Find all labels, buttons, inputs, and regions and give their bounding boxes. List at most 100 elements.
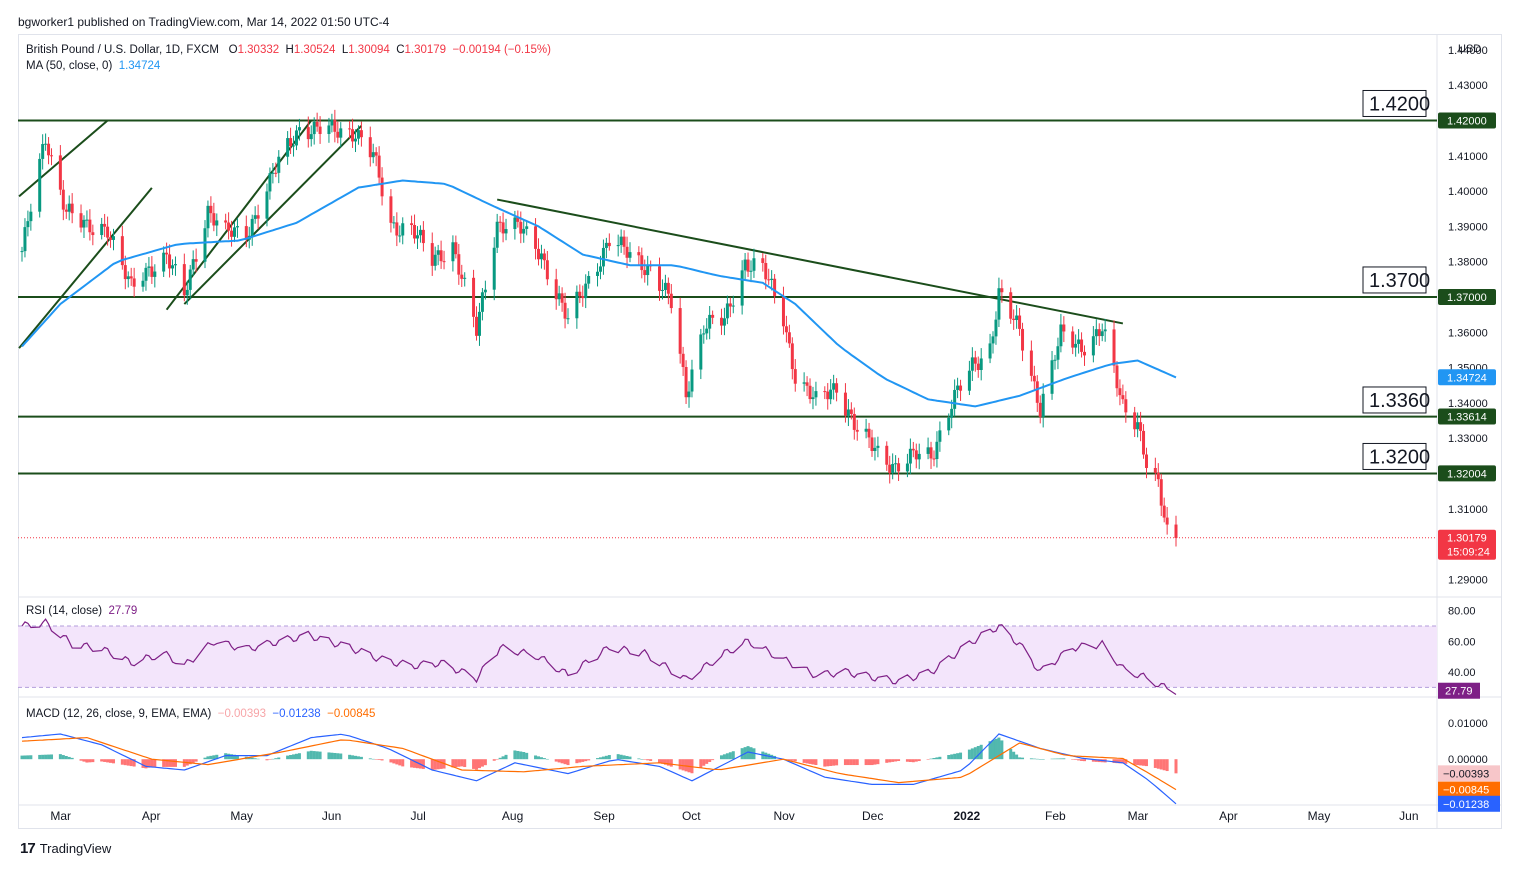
candle-body	[215, 220, 219, 226]
ma-legend-value: 1.34724	[118, 60, 161, 72]
macd-histogram-bar	[415, 759, 419, 769]
candle-body	[637, 252, 641, 256]
macd-histogram-bar	[581, 759, 585, 762]
macd-histogram-bar	[587, 759, 591, 761]
candle-body	[418, 229, 422, 236]
trendline	[496, 198, 1124, 325]
macd-histogram-bar	[106, 759, 110, 763]
macd-histogram-bar	[711, 759, 715, 761]
candle-body	[522, 228, 526, 234]
rsi-line	[21, 618, 1177, 696]
macd-histogram-bar	[82, 759, 86, 762]
candle-body	[1142, 430, 1146, 455]
macd-histogram-bar	[997, 737, 1001, 760]
candle-body	[64, 209, 68, 212]
macd-histogram-bar	[1071, 759, 1075, 760]
ma-price-badge-text: 1.34724	[1447, 372, 1487, 384]
candle-body	[292, 145, 296, 147]
macd-histogram-bar	[495, 759, 499, 760]
macd-histogram-bar	[855, 759, 859, 766]
macd-histogram-bar	[286, 755, 290, 760]
candle-body	[47, 143, 51, 156]
candle-body	[268, 173, 272, 192]
macd-histogram-bar	[897, 759, 901, 761]
price-tick-label: 1.36000	[1448, 327, 1488, 339]
candle-body	[191, 259, 195, 270]
level-price-badge	[1438, 408, 1496, 425]
time-axis-label: Mar	[1128, 809, 1149, 823]
macd-histogram-bar	[165, 759, 169, 767]
macd-histogram-bar	[1124, 759, 1128, 764]
candle-body	[908, 448, 912, 464]
macd-histogram-bar	[578, 759, 582, 763]
macd-histogram-bar	[1032, 758, 1036, 760]
macd-badge-text: −0.01238	[1443, 799, 1489, 811]
ma-legend-label[interactable]: MA (50, close, 0)	[26, 60, 113, 72]
macd-hist-value: −0.00393	[217, 708, 267, 720]
macd-histogram-bar	[1121, 759, 1125, 764]
candle-body	[235, 226, 239, 228]
macd-histogram-bar	[50, 754, 54, 760]
macd-legend-label[interactable]: MACD (12, 26, close, 9, EMA, EMA)	[26, 708, 212, 720]
macd-histogram-bar	[666, 759, 670, 766]
candle-body	[359, 130, 363, 138]
macd-histogram-bar	[132, 759, 136, 767]
candle-body	[141, 280, 145, 287]
macd-histogram-bar	[684, 759, 688, 772]
macd-histogram-bar	[312, 751, 316, 760]
candle-body	[976, 363, 980, 371]
candle-body	[389, 196, 393, 223]
candle-body	[973, 357, 977, 364]
chart-frame[interactable]	[18, 34, 1502, 829]
candle-body	[1015, 315, 1019, 321]
candle-body	[1153, 467, 1157, 473]
candle-body	[947, 417, 951, 431]
macd-histogram-bar	[318, 751, 322, 760]
candle-body	[669, 293, 673, 309]
macd-histogram-bar	[891, 759, 895, 762]
macd-histogram-bar	[47, 754, 51, 760]
candle-body	[852, 413, 856, 430]
rsi-legend-label[interactable]: RSI (14, close)	[26, 605, 103, 617]
macd-histogram-bar	[480, 759, 484, 767]
candle-body	[498, 221, 502, 223]
candle-body	[91, 232, 95, 236]
macd-histogram-bar	[911, 759, 915, 763]
candle-body	[1094, 329, 1098, 337]
macd-histogram-bar	[708, 759, 712, 762]
macd-histogram-bar	[959, 752, 963, 760]
macd-histogram-bar	[790, 759, 794, 761]
candle-body	[607, 242, 611, 247]
candle-body	[525, 226, 529, 229]
macd-histogram-bar	[1053, 758, 1057, 760]
macd-histogram-bar	[823, 759, 827, 767]
macd-histogram-bar	[421, 759, 425, 769]
time-axis-label: Oct	[682, 809, 701, 823]
macd-histogram-bar	[625, 755, 629, 760]
rsi-legend-value: 27.79	[108, 605, 138, 617]
low-value: 1.30094	[348, 44, 390, 56]
candle-body	[616, 245, 620, 247]
time-axis-label: Aug	[502, 809, 523, 823]
candle-body	[410, 223, 414, 226]
macd-histogram-bar	[194, 759, 198, 762]
symbol-title[interactable]: British Pound / U.S. Dollar, 1D, FXCM	[26, 44, 220, 56]
macd-histogram-bar	[271, 758, 275, 760]
macd-legend: MACD (12, 26, close, 9, EMA, EMA) −0.003…	[26, 708, 375, 720]
macd-histogram-bar	[374, 759, 378, 760]
level-annotation-box	[1362, 266, 1427, 294]
candle-body	[1124, 399, 1128, 413]
candle-body	[475, 316, 479, 336]
macd-histogram-bar	[265, 759, 269, 761]
price-tick-label: 1.33000	[1448, 433, 1488, 445]
candle-body	[566, 318, 570, 320]
macd-histogram-bar	[1083, 759, 1087, 762]
candle-body	[44, 143, 48, 145]
footer-brand[interactable]: 17 TradingView	[20, 840, 111, 857]
macd-histogram-bar	[389, 759, 393, 763]
macd-histogram-bar	[557, 759, 561, 763]
candle-body	[1118, 388, 1122, 396]
macd-histogram-bar	[1050, 758, 1054, 760]
candle-body	[802, 382, 806, 384]
